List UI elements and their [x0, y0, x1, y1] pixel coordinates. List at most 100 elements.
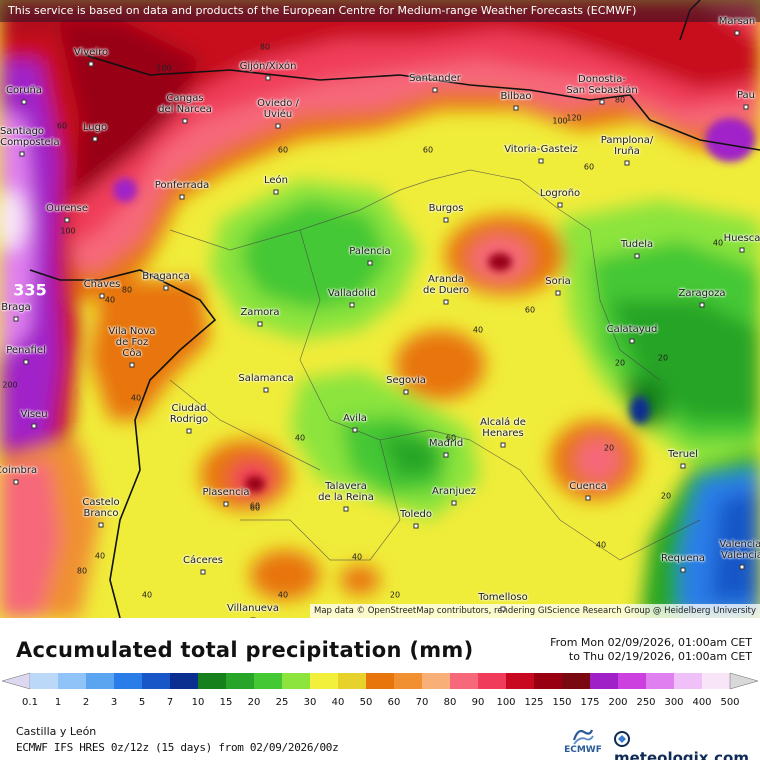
city-marker — [182, 118, 188, 124]
city-label[interactable]: Zamora — [240, 307, 280, 318]
city-label[interactable]: Marsan — [718, 16, 756, 27]
city-label[interactable]: Huesca — [723, 233, 760, 244]
city-label[interactable]: Lugo — [82, 122, 108, 133]
city-label[interactable]: Coruña — [5, 85, 43, 96]
scale-swatch — [310, 673, 339, 689]
city-label[interactable]: Santander — [409, 73, 461, 84]
city-label[interactable]: Ourense — [46, 203, 88, 214]
contour-value-label: 80 — [121, 285, 133, 295]
city-label[interactable]: Bilbao — [500, 91, 532, 102]
city-label[interactable]: Avila — [343, 413, 367, 424]
city-label[interactable]: Toledo — [400, 509, 432, 520]
city-marker — [163, 285, 169, 291]
city-marker — [349, 302, 355, 308]
city-label[interactable]: Madrid — [428, 438, 464, 449]
city-label[interactable]: Pau — [736, 90, 756, 101]
scale-label: 70 — [415, 697, 429, 708]
city-label[interactable]: Zaragoza — [678, 288, 726, 299]
city-marker — [403, 389, 409, 395]
city-label[interactable]: Viveiro — [73, 47, 109, 58]
city-label[interactable]: Santiagode Compostela — [0, 126, 60, 148]
city-label[interactable]: Tudela — [620, 239, 654, 250]
contour-value-label: 335 — [13, 280, 47, 300]
city-label[interactable]: Teruel — [668, 449, 698, 460]
city-label[interactable]: Valladolid — [327, 288, 377, 299]
city-marker — [451, 500, 457, 506]
city-marker — [413, 523, 419, 529]
map-attribution[interactable]: Map data © OpenStreetMap contributors, r… — [310, 604, 760, 618]
city-marker — [13, 479, 19, 485]
scale-swatch — [366, 673, 395, 689]
city-label[interactable]: Chaves — [83, 279, 121, 290]
scale-label: 15 — [219, 697, 233, 708]
city-label[interactable]: Tomelloso — [478, 592, 528, 603]
scale-label: 7 — [166, 697, 174, 708]
meteologix-logo-text: meteologix.com — [614, 749, 749, 760]
scale-label: 80 — [443, 697, 457, 708]
ecmwf-swirl-icon — [572, 729, 594, 745]
city-marker — [624, 160, 630, 166]
city-label[interactable]: Alcalá de Henares — [480, 417, 526, 439]
contour-value-label: 40 — [94, 551, 106, 561]
scale-swatch — [30, 673, 59, 689]
city-label[interactable]: Ciudad Rodrigo — [169, 403, 209, 425]
city-label[interactable]: Vila Nova de Foz Côa — [108, 326, 156, 359]
city-label[interactable]: Calatayud — [606, 324, 658, 335]
city-label[interactable]: Talavera de la Reina — [318, 481, 374, 503]
city-label[interactable]: Viseu — [20, 409, 48, 420]
city-label[interactable]: Villanueva — [227, 603, 279, 614]
meteologix-logo[interactable]: meteologix.com — [614, 731, 760, 760]
city-label[interactable]: Coimbra — [0, 465, 38, 476]
city-label[interactable]: Vitoria-Gasteiz — [504, 144, 578, 155]
city-label[interactable]: Cuenca — [569, 481, 607, 492]
city-marker — [13, 316, 19, 322]
city-label[interactable]: Requena — [661, 553, 705, 564]
city-label[interactable]: Salamanca — [238, 373, 294, 384]
scale-label: 400 — [692, 697, 712, 708]
scale-swatch — [114, 673, 143, 689]
city-label[interactable]: Aranjuez — [432, 486, 476, 497]
contour-value-label: 40 — [294, 433, 306, 443]
city-label[interactable]: Segovia — [386, 375, 426, 386]
city-label[interactable]: Gijón/Xixón — [239, 61, 297, 72]
precipitation-map[interactable]: This service is based on data and produc… — [0, 0, 760, 618]
city-label[interactable]: Braga — [1, 302, 31, 313]
ecmwf-logo[interactable]: ECMWF — [560, 726, 606, 756]
scale-swatch — [590, 673, 619, 689]
city-label[interactable]: Cáceres — [182, 555, 224, 566]
scale-arrow-low — [1, 672, 31, 690]
scale-swatch — [338, 673, 367, 689]
city-label[interactable]: Valencia/València — [719, 539, 760, 561]
contour-value-label: 60 — [249, 503, 261, 513]
city-label[interactable]: Cangas del Narcea — [158, 93, 212, 115]
city-label[interactable]: Aranda de Duero — [423, 274, 469, 296]
scale-swatch — [562, 673, 591, 689]
city-label[interactable]: Palencia — [349, 246, 391, 257]
model-info: ECMWF IFS HRES 0z/12z (15 days) from 02/… — [16, 741, 339, 754]
city-marker — [223, 501, 229, 507]
city-label[interactable]: Plasencia — [202, 487, 250, 498]
contour-value-label: 60 — [445, 433, 457, 443]
contour-value-label: 100 — [552, 116, 568, 126]
contour-value-label: 100 — [60, 226, 76, 236]
city-label[interactable]: Soria — [545, 276, 571, 287]
city-label[interactable]: Logroño — [539, 188, 581, 199]
scale-label: 200 — [608, 697, 628, 708]
city-label[interactable]: Castelo Branco — [82, 497, 120, 519]
city-marker — [257, 321, 263, 327]
city-label[interactable]: Burgos — [428, 203, 464, 214]
scale-swatch — [478, 673, 507, 689]
city-label[interactable]: Bragança — [142, 271, 190, 282]
scale-swatch — [506, 673, 535, 689]
city-label[interactable]: Donostia- San Sebastián — [566, 74, 638, 96]
city-label[interactable]: León — [263, 175, 289, 186]
city-label[interactable]: Pamplona/Iruña — [600, 135, 654, 157]
city-label[interactable]: Oviedo / Uviéu — [257, 98, 299, 120]
city-marker — [263, 387, 269, 393]
contour-value-label: 20 — [603, 443, 615, 453]
scale-swatch — [394, 673, 423, 689]
city-marker — [98, 522, 104, 528]
city-label[interactable]: Ponferrada — [154, 180, 210, 191]
scale-swatch — [702, 673, 731, 689]
city-label[interactable]: Penafiel — [6, 345, 46, 356]
